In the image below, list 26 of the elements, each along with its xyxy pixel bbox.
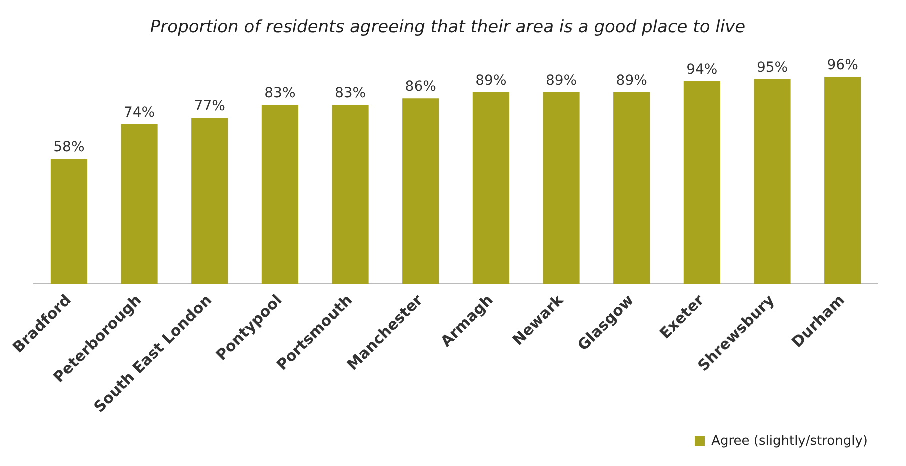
bar <box>262 105 298 284</box>
bar <box>192 118 228 284</box>
data-label: 94% <box>686 62 718 78</box>
data-label: 95% <box>756 60 788 76</box>
data-label: 89% <box>546 72 578 89</box>
data-label: 77% <box>194 98 226 115</box>
data-label: 74% <box>124 105 156 122</box>
bar <box>684 81 720 284</box>
bar <box>50 158 88 284</box>
data-label: 58% <box>54 140 85 156</box>
bar <box>121 124 158 284</box>
chart-title: Proportion of residents agreeing that their area is a good place to live <box>150 18 746 38</box>
legend-label: Agree (slightly/strongly) <box>712 434 868 449</box>
data-label: 89% <box>616 72 648 89</box>
bar <box>824 77 862 284</box>
bar <box>402 98 440 284</box>
bar <box>472 92 510 284</box>
data-label: 86% <box>405 79 436 96</box>
bar <box>614 92 650 284</box>
bar <box>332 105 369 284</box>
bar <box>543 92 580 284</box>
data-label: 89% <box>476 72 507 89</box>
data-label: 83% <box>334 86 366 102</box>
data-label: 83% <box>264 86 296 102</box>
bar <box>754 79 791 284</box>
data-label: 96% <box>827 58 858 74</box>
